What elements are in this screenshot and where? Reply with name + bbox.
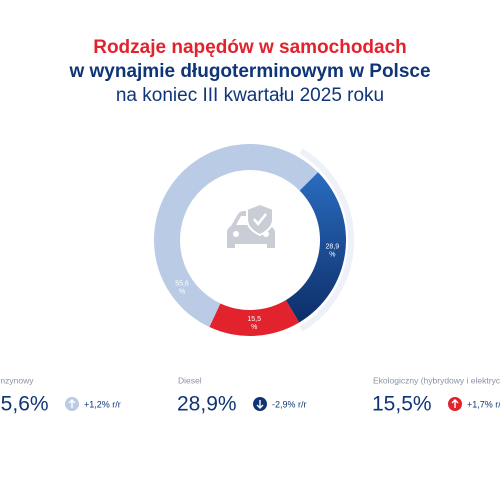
stat-change: -2,9% r/r (272, 399, 307, 409)
title-line: na koniec III kwartału 2025 roku (116, 85, 384, 106)
stat-value: 15,5% (372, 393, 432, 416)
stat-label: Benzynowy (0, 375, 34, 385)
donut-segment (285, 172, 347, 323)
donut-segment (154, 144, 319, 328)
stat-label: Ekologiczny (hybrydowy i elektryczny) (373, 375, 500, 385)
title-line: Rodzaje napędów w samochodach (93, 37, 407, 58)
donut: 55,6 % 28,9 % 15,5% (154, 144, 347, 336)
donut-segment (209, 300, 300, 336)
stat-value: 28,9% (177, 393, 237, 416)
decor-arc (299, 148, 355, 332)
stat-value: 55,6% (0, 393, 49, 416)
arrow (256, 400, 264, 409)
title-line: w wynajmie długoterminowym w Polsce (68, 61, 430, 82)
stat-change: +1,2% r/r (84, 399, 121, 409)
arrow (451, 399, 459, 408)
car-icon (227, 202, 275, 248)
stats: Benzynowy 55,6% +1,2% r/r Diesel 28,9% -2,9% … (0, 375, 500, 415)
value-label: 15,5% (247, 316, 261, 331)
stat-change: +1,7% r/r (467, 399, 500, 409)
arrow (68, 399, 76, 408)
stat-label: Diesel (178, 375, 202, 385)
value-label: 55,6% (175, 280, 189, 295)
value-label: 28,9% (326, 243, 340, 258)
